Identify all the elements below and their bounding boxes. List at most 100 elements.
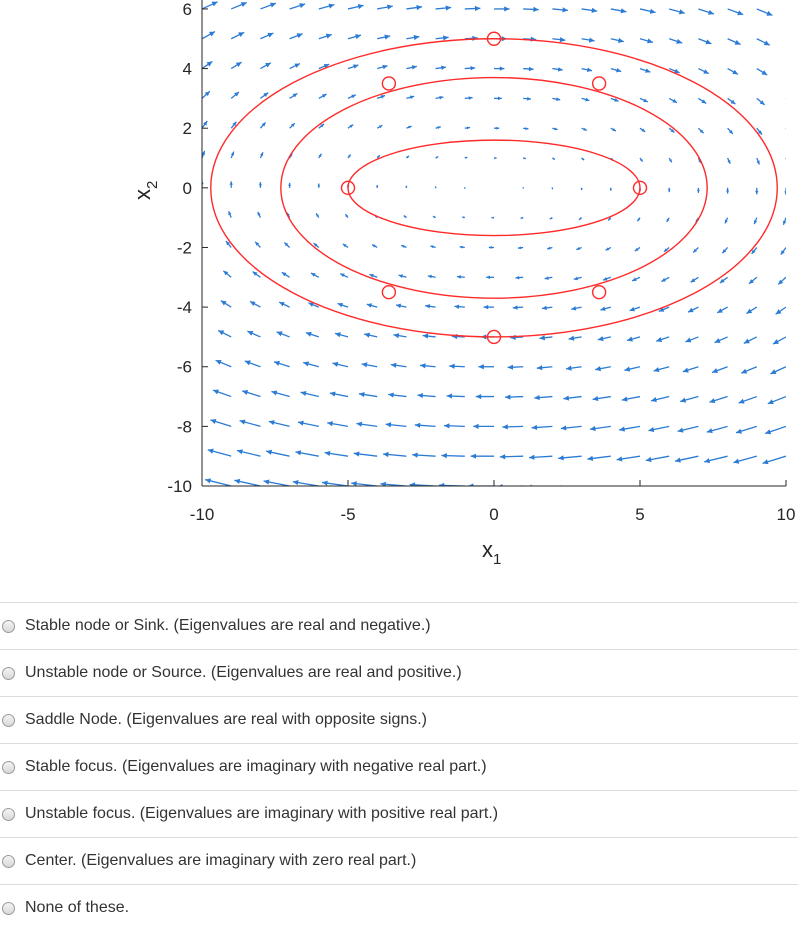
y-tick-label: 2 (183, 119, 192, 138)
vector-arrow (242, 389, 261, 398)
vector-arrow (735, 425, 757, 434)
radio-button[interactable] (2, 854, 15, 868)
radio-button[interactable] (2, 901, 15, 915)
vector-arrow (580, 187, 583, 190)
vector-arrow (257, 211, 261, 218)
vector-arrow (610, 97, 619, 102)
vector-arrow (414, 422, 436, 428)
vector-arrow (782, 217, 786, 226)
vector-arrow (706, 425, 728, 434)
vector-arrow (602, 276, 612, 281)
vector-arrow (552, 97, 561, 101)
vector-arrow (464, 156, 468, 159)
vector-arrow (207, 448, 232, 457)
vector-arrow (398, 274, 407, 278)
answer-option[interactable]: Saddle Node. (Eigenvalues are real with … (0, 696, 798, 743)
vector-arrow (377, 64, 388, 70)
vector-arrow (318, 153, 322, 159)
vector-arrow (589, 425, 611, 432)
y-axis-label: x2 (130, 181, 161, 200)
vector-arrow (740, 366, 758, 374)
vector-arrow (751, 247, 758, 255)
vector-arrow (685, 336, 699, 343)
vector-arrow (565, 365, 582, 371)
vector-arrow (597, 336, 611, 342)
answer-option[interactable]: Stable focus. (Eigenvalues are imaginary… (0, 743, 798, 790)
vector-arrow (666, 217, 670, 223)
vector-arrow (756, 127, 763, 136)
vector-arrow (263, 479, 290, 486)
vector-arrow (663, 246, 670, 253)
vector-arrow (400, 244, 407, 249)
answer-option[interactable]: Unstable node or Source. (Eigenvalues ar… (0, 649, 798, 696)
vector-arrow (755, 187, 759, 195)
vector-arrow (507, 364, 524, 370)
vector-arrow (464, 35, 478, 41)
radio-button[interactable] (2, 760, 15, 774)
vector-arrow (483, 304, 494, 310)
vector-arrow (753, 217, 758, 225)
vector-arrow (770, 366, 786, 375)
vector-arrow (212, 389, 232, 398)
vector-arrow (377, 34, 391, 40)
vector-arrow (756, 8, 773, 16)
radio-button[interactable] (2, 807, 15, 821)
phase-portrait-chart: -10 -5 0 5 10 6 4 2 0 -2 -4 -6 -8 -10 x1 x2 (130, 0, 795, 568)
y-tick-label: -10 (167, 477, 192, 496)
vector-arrow (371, 244, 378, 249)
vector-arrow (210, 419, 232, 427)
vector-arrow (727, 8, 744, 16)
answer-option[interactable]: Stable node or Sink. (Eigenvalues are re… (0, 602, 798, 649)
vector-arrow (581, 7, 598, 13)
radio-button[interactable] (2, 713, 15, 727)
radio-button[interactable] (2, 666, 15, 680)
vector-arrow (260, 92, 269, 99)
vector-arrow (283, 241, 291, 248)
vector-arrow (470, 453, 494, 459)
vector-arrow (369, 273, 378, 278)
vector-arrow (680, 395, 699, 403)
answer-options: Stable node or Sink. (Eigenvalues are re… (0, 602, 798, 931)
initial-condition-marker (591, 76, 607, 91)
vector-arrow (667, 187, 671, 193)
vector-arrow (610, 37, 624, 44)
vector-arrow (682, 366, 699, 373)
vector-arrow (202, 336, 203, 337)
vector-arrow (295, 450, 319, 457)
vector-arrow (528, 484, 553, 486)
vector-arrow (578, 217, 583, 221)
vector-arrow (626, 336, 641, 342)
vector-arrow (762, 455, 786, 465)
y-tick-label: 4 (183, 60, 192, 79)
vector-arrow (202, 455, 203, 457)
vector-arrow (512, 305, 524, 310)
vector-arrow (784, 187, 786, 195)
vector-arrow (376, 94, 386, 100)
vector-arrow (571, 306, 582, 311)
vector-arrow (552, 67, 563, 72)
vector-arrow (446, 393, 465, 399)
answer-option[interactable]: Center. (Eigenvalues are imaginary with … (0, 837, 798, 884)
answer-option[interactable]: None of these. (0, 884, 798, 931)
vector-arrow (382, 451, 407, 458)
option-label: Saddle Node. (Eigenvalues are real with … (25, 711, 428, 728)
vector-arrow (305, 331, 320, 338)
vector-arrow (456, 275, 465, 279)
vector-arrow (315, 213, 320, 218)
initial-condition-marker (381, 76, 397, 91)
vector-arrow (239, 419, 261, 427)
vector-arrow (202, 31, 216, 40)
answer-option[interactable]: Unstable focus. (Eigenvalues are imagina… (0, 790, 798, 837)
vector-arrow (727, 38, 741, 46)
vector-arrow (202, 90, 211, 99)
vector-arrow (317, 183, 321, 188)
vector-arrow (694, 485, 699, 486)
vector-arrow (544, 276, 553, 280)
vector-arrow (297, 420, 319, 428)
vector-arrow (376, 184, 379, 188)
trajectory-ellipse (347, 139, 641, 237)
vector-arrow (547, 246, 553, 250)
trajectory-markers (340, 31, 648, 345)
y-tick-label: 0 (183, 179, 192, 198)
radio-button[interactable] (2, 619, 15, 633)
